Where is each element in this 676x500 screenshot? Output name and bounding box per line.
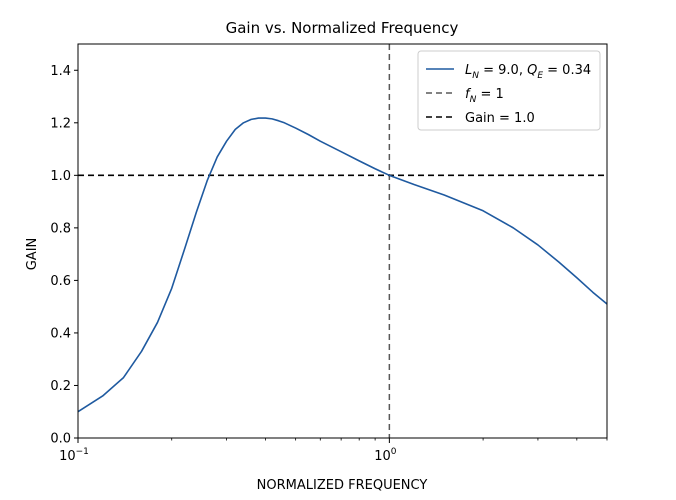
x-tick-base: 10 xyxy=(59,449,76,464)
legend-label: LN = 9.0, QE = 0.34 xyxy=(465,63,591,81)
y-tick-label: 1.4 xyxy=(50,64,71,79)
y-tick-label: 0.8 xyxy=(50,221,71,236)
legend-label-part: N xyxy=(470,95,477,105)
legend-label-part: L xyxy=(465,63,472,78)
legend-label-part: = 9.0, xyxy=(479,63,527,78)
legend-label-part: = 1 xyxy=(476,87,503,102)
y-tick-label: 0.2 xyxy=(50,379,71,394)
legend-box xyxy=(417,50,601,131)
x-axis-ticks: 10−1 100 xyxy=(59,438,608,464)
legend-label: Gain = 1.0 xyxy=(465,111,535,126)
plot-frame xyxy=(77,43,608,439)
x-tick-exponent: −1 xyxy=(76,447,89,457)
legend-label-part: f xyxy=(465,87,472,102)
y-axis-ticks: 0.0 0.2 0.4 0.6 0.8 1.0 1.2 1.4 xyxy=(50,64,78,447)
x-tick-label: 10−1 xyxy=(59,447,89,464)
legend-label-part: Gain = 1.0 xyxy=(465,111,535,126)
x-tick-label: 100 xyxy=(374,447,397,464)
y-tick-label: 1.0 xyxy=(50,169,71,184)
legend-label-part: Q xyxy=(527,63,537,78)
y-tick-label: 1.2 xyxy=(50,116,71,131)
x-tick-exponent: 0 xyxy=(391,447,397,457)
y-tick-label: 0.4 xyxy=(50,326,71,341)
reference-lines xyxy=(78,44,607,438)
series-layer xyxy=(77,117,608,413)
legend-label-part: = 0.34 xyxy=(543,63,591,78)
y-axis-label: GAIN xyxy=(25,238,40,271)
legend-label: fN = 1 xyxy=(465,87,504,105)
legend-label-part: N xyxy=(472,71,479,81)
chart-title: Gain vs. Normalized Frequency xyxy=(226,19,459,37)
gain-curve xyxy=(77,117,608,413)
y-tick-label: 0.0 xyxy=(50,432,71,447)
legend-label-part: E xyxy=(537,71,543,81)
x-tick-base: 10 xyxy=(374,449,391,464)
x-axis-label: NORMALIZED FREQUENCY xyxy=(257,478,428,493)
y-tick-label: 0.6 xyxy=(50,274,71,289)
